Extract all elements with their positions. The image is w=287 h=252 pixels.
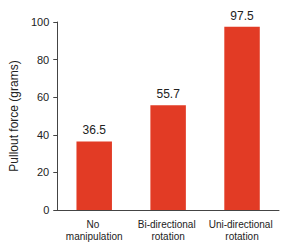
svg-text:100: 100: [31, 16, 49, 28]
svg-text:20: 20: [37, 166, 49, 178]
svg-text:Pullout force (grams): Pullout force (grams): [7, 60, 21, 171]
svg-text:36.5: 36.5: [83, 123, 107, 137]
svg-text:Bi-directional: Bi-directional: [138, 219, 199, 230]
svg-text:60: 60: [37, 91, 49, 103]
svg-text:55.7: 55.7: [156, 87, 180, 101]
svg-text:No: No: [86, 219, 102, 230]
svg-text:rotation: rotation: [225, 231, 258, 242]
svg-text:rotation: rotation: [151, 231, 184, 242]
svg-text:manipulation: manipulation: [66, 231, 123, 242]
svg-text:0: 0: [43, 204, 49, 216]
svg-text:40: 40: [37, 129, 49, 141]
svg-text:Uni-directional: Uni-directional: [209, 219, 276, 230]
svg-text:97.5: 97.5: [230, 9, 254, 23]
svg-text:80: 80: [37, 54, 49, 66]
